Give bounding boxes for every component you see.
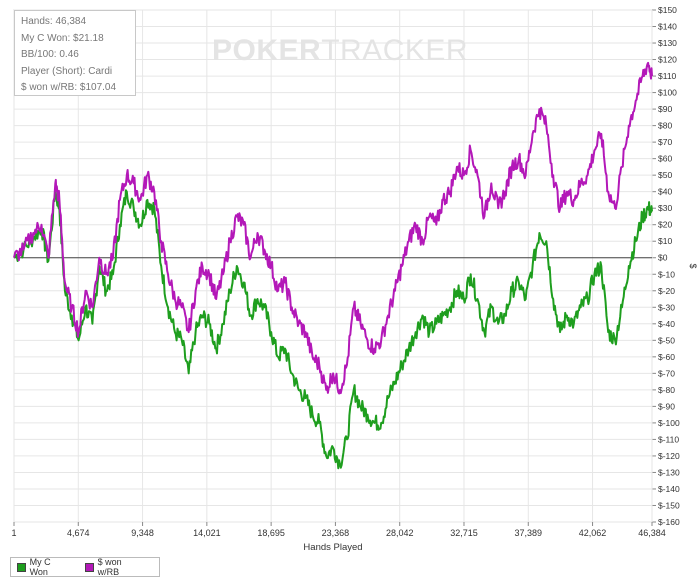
y-axis-label: $ — [688, 263, 698, 268]
x-tick-label: 9,348 — [131, 528, 154, 538]
y-tick-label: $-140 — [658, 484, 680, 494]
y-tick-label: $-150 — [658, 500, 680, 510]
y-tick-label: $-20 — [658, 286, 675, 296]
y-tick-label: $-130 — [658, 467, 680, 477]
y-tick-label: $130 — [658, 38, 677, 48]
y-tick-label: $20 — [658, 220, 672, 230]
y-tick-label: $110 — [658, 71, 677, 81]
x-tick-label: 18,695 — [257, 528, 285, 538]
stat-hands: Hands: 46,384 — [21, 16, 87, 27]
stat-won-rb: $ won w/RB: $107.04 — [21, 82, 117, 93]
stat-bb100: BB/100: 0.46 — [21, 49, 79, 60]
y-tick-label: $30 — [658, 203, 672, 213]
legend-label-my-c-won: My C Won — [29, 557, 51, 577]
y-tick-label: $50 — [658, 170, 672, 180]
y-tick-label: $-50 — [658, 335, 675, 345]
y-tick-label: $-100 — [658, 418, 680, 428]
series-line-won-rb — [13, 61, 653, 395]
stat-my-c-won: My C Won: $21.18 — [21, 32, 104, 44]
y-tick-label: $100 — [658, 88, 677, 98]
x-tick-label: 28,042 — [386, 528, 414, 538]
x-tick-label: 23,368 — [322, 528, 350, 538]
y-tick-label: $40 — [658, 187, 672, 197]
pokertracker-watermark: POKERTRACKER — [212, 34, 469, 67]
y-tick-label: $-40 — [658, 319, 675, 329]
legend-item-my-c-won[interactable]: My C Won — [17, 557, 69, 577]
x-axis-label: Hands Played — [303, 542, 362, 553]
x-tick-label: 46,384 — [638, 528, 666, 538]
series-line-my-c-won — [13, 189, 653, 470]
y-tick-label: $90 — [658, 104, 672, 114]
y-tick-label: $-160 — [658, 517, 680, 527]
stats-panel: Hands: 46,384 My C Won: $21.18 BB/100: 0… — [14, 10, 136, 96]
legend-swatch-magenta — [85, 562, 94, 572]
y-tick-label: $60 — [658, 154, 672, 164]
y-tick-label: $-10 — [658, 269, 675, 279]
y-tick-label: $-60 — [658, 352, 675, 362]
y-tick-label: $120 — [658, 55, 677, 65]
y-tick-label: $-70 — [658, 368, 675, 378]
chart-legend: My C Won $ won w/RB — [10, 557, 160, 577]
x-tick-label: 42,062 — [579, 528, 607, 538]
y-tick-label: $80 — [658, 121, 672, 131]
legend-label-won-rb: $ won w/RB — [97, 557, 122, 577]
y-tick-label: $-120 — [658, 451, 680, 461]
stat-player: Player (Short): Cardi — [21, 65, 113, 77]
x-tick-label: 37,389 — [515, 528, 543, 538]
y-tick-label: $-30 — [658, 302, 675, 312]
x-tick-label: 32,715 — [450, 528, 478, 538]
y-tick-label: $140 — [658, 22, 677, 32]
y-tick-label: $70 — [658, 137, 672, 147]
y-tick-label: $10 — [658, 236, 672, 246]
x-tick-label: 14,021 — [193, 528, 221, 538]
y-tick-label: $0 — [658, 253, 668, 263]
legend-item-won-rb[interactable]: $ won w/RB — [85, 557, 143, 577]
y-tick-label: $-110 — [658, 434, 679, 444]
legend-swatch-green — [17, 562, 26, 572]
y-tick-label: $150 — [658, 5, 677, 15]
y-tick-label: $-90 — [658, 401, 675, 411]
y-tick-label: $-80 — [658, 385, 675, 395]
x-tick-label: 4,674 — [67, 528, 90, 538]
x-tick-label: 1 — [11, 528, 16, 538]
